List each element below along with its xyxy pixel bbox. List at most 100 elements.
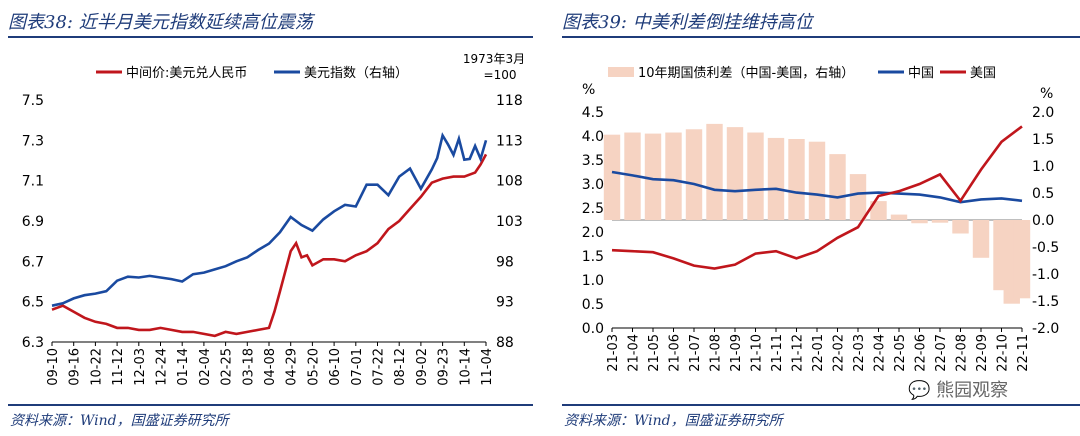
x-tick-label: 03-18 [241, 348, 256, 386]
spread-bar [603, 134, 621, 220]
x-tick-label: 11-04 [480, 348, 495, 386]
spread-bar [685, 129, 703, 220]
x-tick-label: 09-02 [415, 348, 430, 386]
spread-bar [788, 139, 805, 220]
right-tick-label: 88 [496, 335, 514, 351]
x-tick-label: 07-01 [350, 348, 365, 386]
right-tick-label: 0.0 [1032, 213, 1054, 229]
left-tick-label: 0.0 [582, 321, 604, 337]
left-tick-label: 7.5 [22, 93, 44, 109]
chart-usd-cny: 6.3 6.5 6.7 6.9 7.1 7.3 7.5 88 93 98 103 108 113 118 0… [22, 52, 525, 386]
right-tick-label: 103 [496, 214, 523, 230]
spread-bar [767, 137, 785, 220]
spread-bar [665, 132, 682, 220]
x-tick-label: 21-11 [770, 334, 785, 372]
source-rule [562, 404, 1080, 406]
left-tick-label: 6.3 [22, 335, 44, 351]
watermark-text: 熊园观察 [936, 380, 1009, 401]
x-tick-label: 09-23 [437, 348, 452, 386]
series-line [611, 170, 1023, 204]
left-tick-label: 0.5 [582, 297, 604, 313]
x-tick-label: 21-05 [647, 334, 662, 372]
legend-label: 中国 [908, 66, 934, 81]
spread-bar [972, 220, 990, 258]
left-tick-label: 6.5 [22, 295, 44, 311]
x-tick-label: 21-06 [668, 334, 683, 372]
left-tick-label: 6.7 [22, 254, 44, 270]
x-tick-label: 12-24 [155, 348, 170, 386]
x-tick-label: 06-10 [328, 348, 343, 386]
legend-label: 美元指数（右轴） [304, 66, 408, 81]
chart-title: 图表38: 近半月美元指数延续高位震荡 [8, 12, 313, 33]
left-unit-label: % [582, 82, 595, 98]
title-rule [562, 36, 1080, 38]
chart-yield-spread: 0.0 0.5 1.0 1.5 2.0 2.5 3.0 3.5 4.0 4.5 -2.0 -1.5 -1… [582, 66, 1060, 372]
left-tick-label: 1.0 [582, 273, 604, 289]
x-tick-label: 21-03 [606, 334, 621, 372]
spread-bar [849, 174, 867, 220]
x-tick-label: 04-29 [285, 348, 300, 386]
spread-bar [870, 201, 887, 220]
source-note: 资料来源：Wind，国盛证券研究所 [10, 413, 229, 429]
right-tick-label: 118 [496, 93, 523, 109]
x-tick-label: 22-11 [1016, 334, 1031, 372]
left-tick-label: 4.5 [582, 105, 604, 121]
watermark: 💬 熊园观察 [908, 376, 1008, 402]
wechat-icon: 💬 [908, 380, 931, 401]
x-tick-label: 22-02 [832, 334, 847, 372]
legend-label: 10年期国债利差（中国-美国，右轴） [638, 66, 854, 81]
x-tick-label: 08-12 [393, 348, 408, 386]
x-tick-label: 02-04 [198, 348, 213, 386]
right-tick-label: 98 [496, 254, 514, 270]
right-tick-label: -1.5 [1032, 294, 1059, 310]
x-tick-label: 21-08 [709, 334, 724, 372]
left-tick-label: 6.9 [22, 214, 44, 230]
x-tick-label: 07-22 [372, 348, 387, 386]
legend-label: 中间价:美元兑人民币 [126, 66, 247, 81]
x-tick-label: 21-04 [627, 334, 642, 372]
x-tick-label: 22-03 [852, 334, 867, 372]
spread-bar [644, 133, 662, 220]
x-tick-label: 22-07 [934, 334, 949, 372]
x-tick-label: 22-08 [955, 334, 970, 372]
x-tick-label: 21-10 [750, 334, 765, 372]
x-tick-label: 21-12 [791, 334, 806, 372]
spread-bar [706, 123, 723, 220]
chart-panel-right: 图表39: 中美利差倒挂维持高位 0.0 0.5 1.0 1.5 2.0 2.5 3.0 3.… [562, 0, 1080, 436]
x-tick-label: 22-10 [996, 334, 1011, 372]
spread-bar [829, 154, 846, 220]
spread-bar [808, 141, 826, 220]
spread-bar [890, 214, 908, 220]
x-tick-label: 22-09 [975, 334, 990, 372]
left-tick-label: 3.5 [582, 153, 604, 169]
right-tick-label: -0.5 [1032, 240, 1059, 256]
right-tick-label: 2.0 [1032, 105, 1054, 121]
chart-panel-left: 图表38: 近半月美元指数延续高位震荡 6.3 6.5 6.7 6.9 7.1 7.3 7.… [8, 0, 533, 436]
chart-title: 图表39: 中美利差倒挂维持高位 [562, 12, 813, 33]
x-tick-label: 11-12 [111, 348, 126, 386]
left-tick-label: 3.0 [582, 177, 604, 193]
right-axis-note: 1973年3月 [463, 52, 525, 66]
right-tick-label: 93 [496, 295, 514, 311]
spread-bar [911, 220, 928, 224]
x-tick-label: 12-03 [133, 348, 148, 386]
right-tick-label: 1.0 [1032, 159, 1054, 175]
x-tick-label: 22-01 [811, 334, 826, 372]
series-line [51, 132, 488, 307]
x-tick-label: 22-05 [893, 334, 908, 372]
left-tick-label: 1.5 [582, 249, 604, 265]
right-tick-label: 0.5 [1032, 186, 1054, 202]
title-rule [8, 36, 533, 38]
right-tick-label: 1.5 [1032, 132, 1054, 148]
spread-bar [931, 220, 949, 223]
right-axis-note: =100 [484, 68, 517, 82]
spread-bar [726, 127, 744, 220]
x-tick-label: 22-04 [873, 334, 888, 372]
x-tick-label: 09-16 [68, 348, 83, 386]
right-tick-label: -1.0 [1032, 267, 1059, 283]
x-tick-label: 04-08 [263, 348, 278, 386]
left-tick-label: 2.0 [582, 225, 604, 241]
legend-swatch [608, 67, 634, 77]
x-tick-label: 22-06 [914, 334, 929, 372]
x-tick-label: 10-14 [458, 348, 473, 386]
